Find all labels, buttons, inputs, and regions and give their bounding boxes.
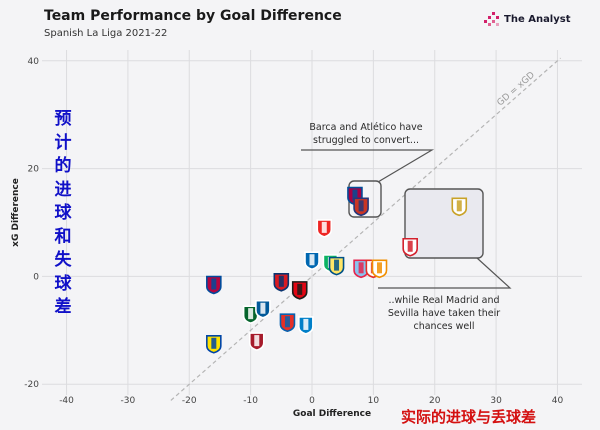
crest-stripe: [321, 221, 327, 233]
crest-stripe: [407, 240, 413, 252]
x-axis-label: Goal Difference: [293, 409, 371, 419]
real-sociedad-crest-icon: [304, 251, 320, 271]
chart-subtitle: Spanish La Liga 2021-22: [44, 28, 168, 39]
crest-stripe: [352, 189, 358, 201]
cn-ylabel-overlay: 预计的进球和失球差: [54, 109, 72, 317]
crest-stripe: [260, 302, 266, 314]
sevilla-crest-icon: [402, 237, 418, 257]
crest-stripe: [358, 200, 364, 212]
analyst-logo-icon: [484, 12, 499, 26]
y-tick-label: 0: [33, 272, 39, 282]
alaves-crest-icon: [279, 313, 296, 333]
crest-stripe: [334, 259, 340, 271]
villarreal-crest-icon: [328, 256, 345, 276]
x-tick-label: -40: [59, 396, 74, 406]
y-tick-label: 20: [28, 165, 40, 175]
crest-stripe: [211, 337, 217, 349]
x-tick-label: 40: [552, 396, 564, 406]
chart-title: Team Performance by Goal Difference: [44, 8, 342, 24]
crest-stripe: [377, 262, 382, 274]
y-tick-label: -20: [24, 380, 39, 390]
getafe-crest-icon: [255, 299, 271, 319]
x-tick-label: -30: [121, 396, 136, 406]
cn-xlabel-overlay: 实际的进球与丢球差: [401, 408, 537, 426]
x-tick-label: 10: [368, 396, 380, 406]
crest-stripe: [248, 308, 254, 320]
x-tick-label: 0: [309, 396, 315, 406]
crest-stripe: [358, 262, 364, 274]
cadiz-crest-icon: [206, 334, 222, 354]
annotation-top: Barca and Atlético have struggled to con…: [309, 122, 423, 146]
crest-stripe: [309, 254, 315, 266]
granada-crest-icon: [248, 332, 265, 351]
real-madrid-crest-icon: [451, 197, 468, 217]
x-tick-label: 20: [429, 396, 441, 406]
espanyol-crest-icon: [298, 316, 314, 335]
crest-stripe: [297, 283, 303, 295]
osasuna-crest-icon: [273, 272, 290, 292]
crest-stripe: [254, 335, 260, 347]
crest-stripe: [303, 318, 309, 330]
reference-line-label: GD = xGD: [496, 70, 538, 108]
y-tick-label: 40: [28, 57, 40, 67]
x-tick-label: -10: [243, 396, 258, 406]
x-tick-label: -20: [182, 396, 197, 406]
mallorca-crest-icon: [291, 281, 308, 300]
gd-equals-xgd-line: [170, 57, 561, 401]
crest-stripe: [278, 275, 284, 287]
atletico-crest-icon: [353, 197, 369, 217]
x-tick-label: 30: [490, 396, 502, 406]
crest-stripe: [284, 316, 290, 328]
valencia-crest-icon: [371, 259, 388, 279]
crest-stripe: [211, 278, 217, 290]
annotation-bottom: ..while Real Madrid and Sevilla have tak…: [387, 295, 501, 332]
annotation-bottom-leader: [378, 257, 512, 289]
brand-name: The Analyst: [504, 13, 571, 25]
y-axis-label: xG Difference: [11, 178, 21, 247]
elche-crest-icon: [242, 305, 259, 324]
crest-stripe: [456, 200, 462, 212]
athletic-club-crest-icon: [316, 219, 333, 238]
brand-logo: The Analyst: [482, 11, 571, 27]
levante-crest-icon: [206, 275, 222, 295]
annotation-top-leader: [301, 149, 435, 183]
